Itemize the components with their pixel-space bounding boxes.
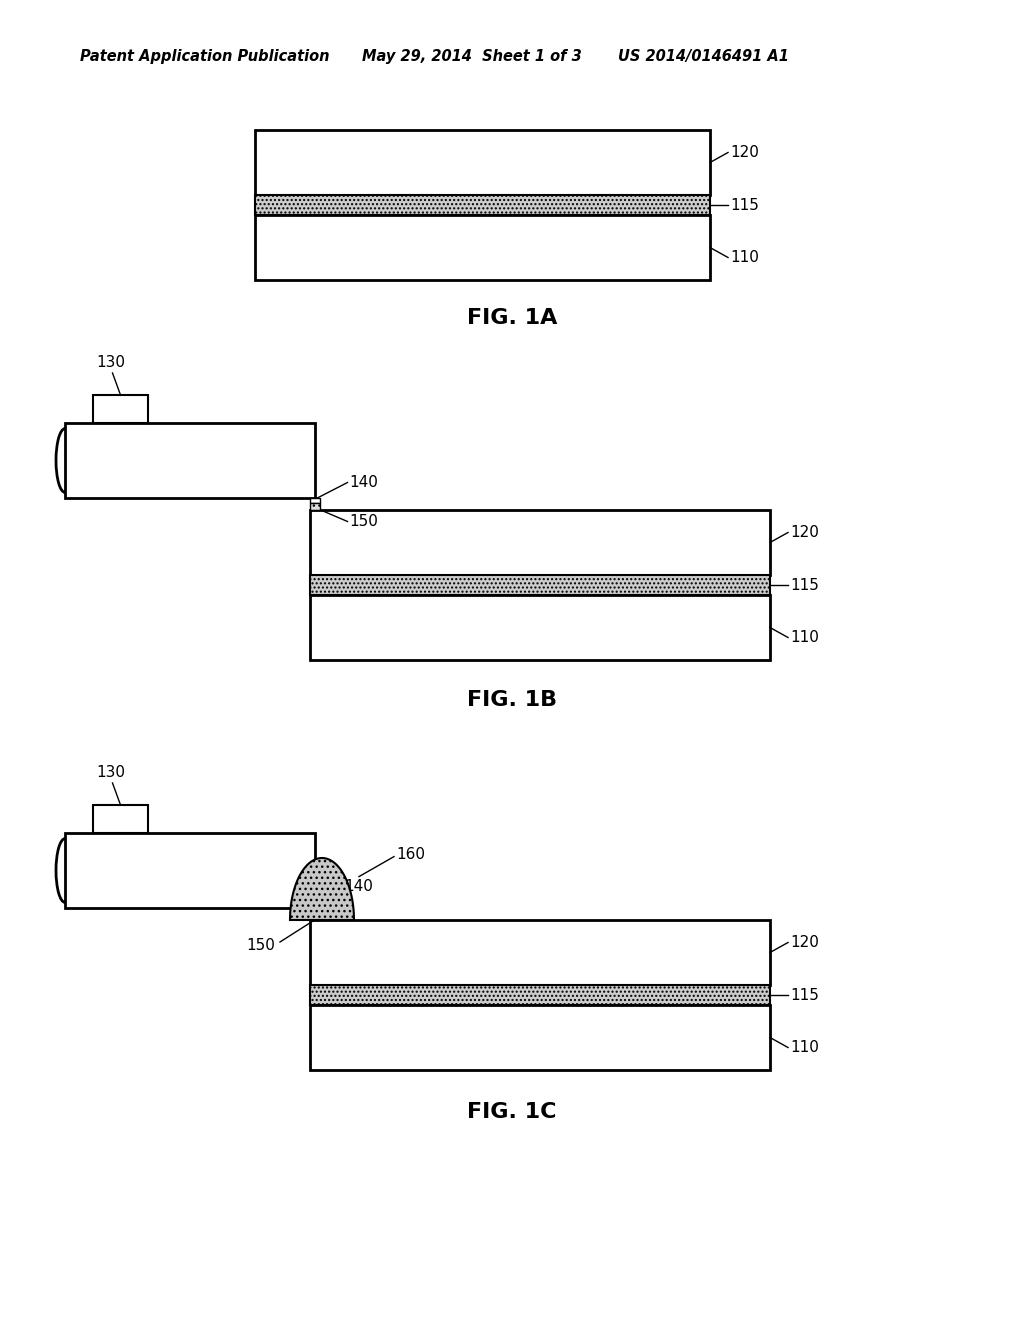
Text: 110: 110 bbox=[790, 630, 819, 645]
Bar bbox=[310, 503, 319, 510]
Bar bbox=[93, 805, 148, 833]
Text: 115: 115 bbox=[790, 578, 819, 593]
Bar bbox=[310, 510, 770, 576]
Bar bbox=[65, 833, 315, 908]
Text: Patent Application Publication: Patent Application Publication bbox=[80, 49, 330, 65]
Bar bbox=[255, 195, 710, 215]
Text: 150: 150 bbox=[349, 513, 379, 529]
Text: FIG. 1B: FIG. 1B bbox=[467, 690, 557, 710]
Bar bbox=[310, 985, 770, 1005]
Text: 150: 150 bbox=[246, 937, 275, 953]
Text: 130: 130 bbox=[96, 355, 125, 370]
Text: 120: 120 bbox=[730, 145, 759, 160]
Bar bbox=[65, 422, 315, 498]
Bar bbox=[93, 395, 148, 422]
Text: 115: 115 bbox=[730, 198, 759, 213]
Bar bbox=[310, 908, 319, 913]
Text: 140: 140 bbox=[349, 475, 379, 490]
Text: 110: 110 bbox=[730, 249, 759, 265]
Bar bbox=[310, 920, 770, 985]
Text: FIG. 1C: FIG. 1C bbox=[467, 1102, 557, 1122]
Text: 115: 115 bbox=[790, 987, 819, 1002]
Text: US 2014/0146491 A1: US 2014/0146491 A1 bbox=[618, 49, 788, 65]
Text: 120: 120 bbox=[790, 935, 819, 950]
Text: 110: 110 bbox=[790, 1040, 819, 1055]
Bar bbox=[255, 129, 710, 195]
Polygon shape bbox=[290, 858, 354, 920]
Bar bbox=[310, 576, 770, 595]
Text: 120: 120 bbox=[790, 525, 819, 540]
Bar bbox=[255, 215, 710, 280]
Bar bbox=[310, 1005, 770, 1071]
Bar bbox=[310, 595, 770, 660]
Text: FIG. 1A: FIG. 1A bbox=[467, 308, 557, 327]
Text: May 29, 2014  Sheet 1 of 3: May 29, 2014 Sheet 1 of 3 bbox=[362, 49, 582, 65]
Text: 140: 140 bbox=[344, 879, 374, 894]
Text: 130: 130 bbox=[96, 766, 125, 780]
Bar bbox=[310, 498, 319, 503]
Text: 160: 160 bbox=[396, 847, 425, 862]
Bar bbox=[310, 913, 319, 920]
